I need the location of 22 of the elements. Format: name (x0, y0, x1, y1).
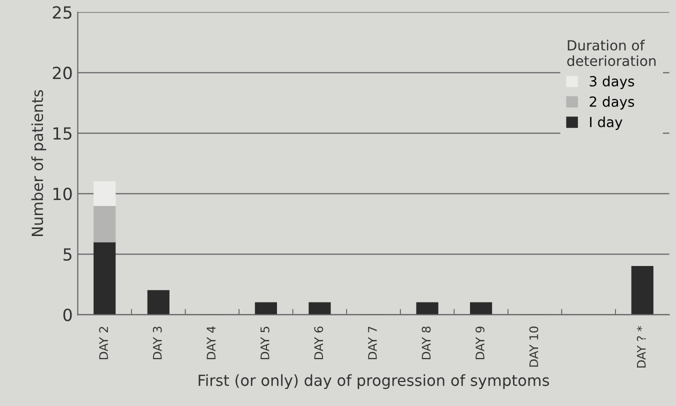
y-tick-label: 10 (54, 188, 72, 200)
x-tick-label: DAY 7 (368, 326, 377, 360)
y-axis-title: Number of patients (31, 90, 46, 236)
legend-label: 3 days (590, 76, 634, 90)
legend-title: Duration of deterioration (567, 40, 656, 66)
x-tick-label: DAY 9 (476, 326, 484, 360)
x-tick-label: DAY 10 (529, 326, 538, 367)
x-tick-label: DAY 6 (314, 326, 324, 360)
legend-label: 2 days (590, 96, 634, 110)
y-tick-label: 20 (52, 66, 72, 80)
x-tick-label: DAY 8 (422, 326, 431, 360)
x-tick-label: DAY ? * (636, 326, 646, 368)
x-tick-label: DAY 4 (206, 326, 216, 360)
x-axis-title: First (or only) day of progression of symptoms (198, 374, 550, 390)
y-tick-label: 0 (63, 308, 72, 322)
y-tick-label: 15 (54, 127, 72, 140)
x-tick-label: DAY 2 (99, 326, 108, 360)
x-tick-label: DAY 3 (152, 326, 162, 360)
y-tick-label: 25 (52, 6, 72, 19)
x-tick-label: DAY 5 (260, 326, 270, 360)
legend-label: I day (590, 116, 622, 130)
y-tick-label: 5 (64, 248, 72, 261)
